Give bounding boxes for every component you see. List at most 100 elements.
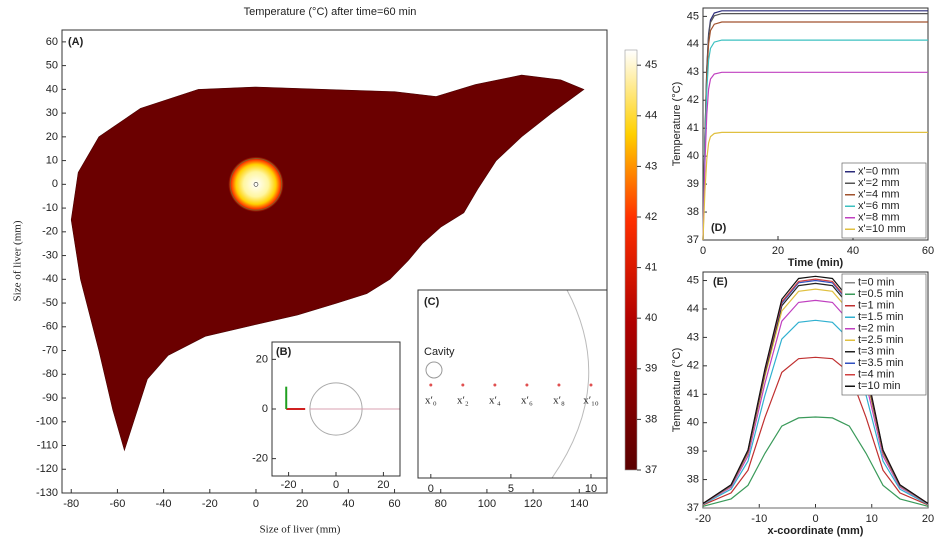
legend-box: [841, 273, 927, 396]
legend-box: [841, 162, 927, 239]
y-tick-label: 41: [687, 122, 699, 134]
y-tick-label: 38: [687, 473, 699, 485]
x-tick-label: -60: [109, 498, 125, 510]
y-tick-label: 45: [687, 274, 699, 286]
x-tick-label: 0: [253, 498, 259, 510]
series-line: [702, 39, 928, 241]
legend-label: t=1 min: [858, 300, 894, 312]
colorbar-tick-label: 44: [645, 110, 657, 122]
x-tick-label: 40: [342, 498, 354, 510]
y-tick-label: 40: [687, 150, 699, 162]
y-axis-label: Temperature (°C): [671, 348, 683, 432]
cavity: [253, 182, 259, 187]
y-tick-label: 44: [687, 303, 699, 315]
probe-label: x′₂: [457, 395, 469, 407]
legend-label: t=0.5 min: [858, 288, 904, 300]
probe-label: x′₆: [521, 395, 533, 407]
probe-label: x′₈: [553, 395, 565, 407]
chart-title: Temperature (°C) after time=60 min: [244, 6, 417, 18]
y-tick-label: 43: [687, 331, 699, 343]
y-tick-label: 39: [687, 178, 699, 190]
legend-label: t=3 min: [858, 346, 894, 358]
legend-label: x'=8 mm: [858, 212, 900, 224]
y-tick-label: -40: [42, 273, 58, 285]
x-tick-label: 20: [772, 245, 784, 257]
y-tick-label: -120: [36, 463, 58, 475]
x-tick-label: 80: [435, 498, 447, 510]
x-tick-label: 5: [508, 483, 514, 495]
x-tick-label: -20: [281, 479, 297, 491]
x-axis-label: Size of liver (mm): [260, 524, 341, 536]
x-tick-label: 60: [388, 498, 400, 510]
x-tick-label: 120: [524, 498, 542, 510]
y-tick-label: 0: [262, 403, 268, 415]
series-line: [702, 131, 928, 241]
x-tick-label: -10: [751, 513, 767, 525]
probe-label: x′₁₀: [583, 395, 599, 407]
y-tick-label: 10: [46, 154, 58, 166]
legend-label: t=4 min: [858, 369, 894, 381]
legend-label: t=2 min: [858, 323, 894, 335]
y-tick-label: -110: [37, 439, 58, 451]
y-tick-label: -30: [42, 249, 58, 261]
series-line: [702, 21, 928, 241]
heat-zone: [228, 156, 284, 213]
series-line: [702, 356, 929, 506]
y-tick-label: 37: [687, 234, 699, 246]
y-tick-label: 41: [687, 388, 699, 400]
series-line: [702, 299, 929, 505]
cavity: [425, 361, 443, 379]
colorbar-tick-label: 38: [645, 413, 657, 425]
x-tick-label: -20: [695, 513, 711, 525]
y-tick-label: 40: [687, 417, 699, 429]
panel-label: (C): [424, 296, 440, 308]
liver-domain: [70, 74, 585, 452]
y-tick-label: -70: [42, 344, 58, 356]
x-tick-label: 20: [377, 479, 389, 491]
y-axis-label: Size of liver (mm): [12, 220, 24, 301]
probe-point: [525, 383, 529, 387]
legend-label: x'=0 mm: [858, 166, 900, 178]
x-tick-label: 0: [428, 483, 434, 495]
probe-point: [589, 383, 593, 387]
colorbar-tick-label: 41: [645, 261, 657, 273]
x-tick-label: 20: [296, 498, 308, 510]
y-tick-label: 42: [687, 94, 699, 106]
y-tick-label: 30: [46, 107, 58, 119]
x-tick-label: 10: [866, 513, 878, 525]
y-tick-label: 44: [687, 38, 699, 50]
panel-label: (D): [711, 222, 727, 234]
x-tick-label: -20: [202, 498, 218, 510]
y-tick-label: -90: [42, 392, 58, 404]
x-tick-label: 20: [922, 513, 934, 525]
series-line: [702, 288, 929, 505]
colorbar-tick-label: 40: [645, 312, 657, 324]
panel-label: (B): [276, 346, 292, 358]
x-tick-label: 0: [333, 479, 339, 491]
y-tick-label: 20: [256, 353, 268, 365]
legend-label: t=1.5 min: [858, 311, 904, 323]
legend-label: x'=4 mm: [858, 189, 900, 201]
y-tick-label: 40: [46, 83, 58, 95]
x-tick-label: -80: [63, 498, 79, 510]
x-tick-label: 0: [700, 245, 706, 257]
plot-frame: [417, 289, 608, 479]
series-line: [702, 275, 929, 504]
y-tick-label: 39: [687, 445, 699, 457]
panel-label: (E): [713, 276, 728, 288]
inset-bg: [418, 290, 607, 478]
y-axis-label: Temperature (°C): [671, 82, 683, 166]
colorbar-tick-label: 43: [645, 160, 657, 172]
y-tick-label: 60: [46, 36, 58, 48]
legend-label: t=3.5 min: [858, 357, 904, 369]
x-tick-label: 0: [812, 513, 818, 525]
probe-point: [429, 383, 433, 387]
y-tick-label: -60: [42, 321, 58, 333]
legend-label: t=2.5 min: [858, 334, 904, 346]
panel-label: (A): [68, 36, 84, 48]
y-tick-label: -20: [42, 226, 58, 238]
x-axis-label: x-coordinate (mm): [768, 525, 864, 537]
y-tick-label: 45: [687, 10, 699, 22]
y-tick-label: -20: [252, 453, 268, 465]
